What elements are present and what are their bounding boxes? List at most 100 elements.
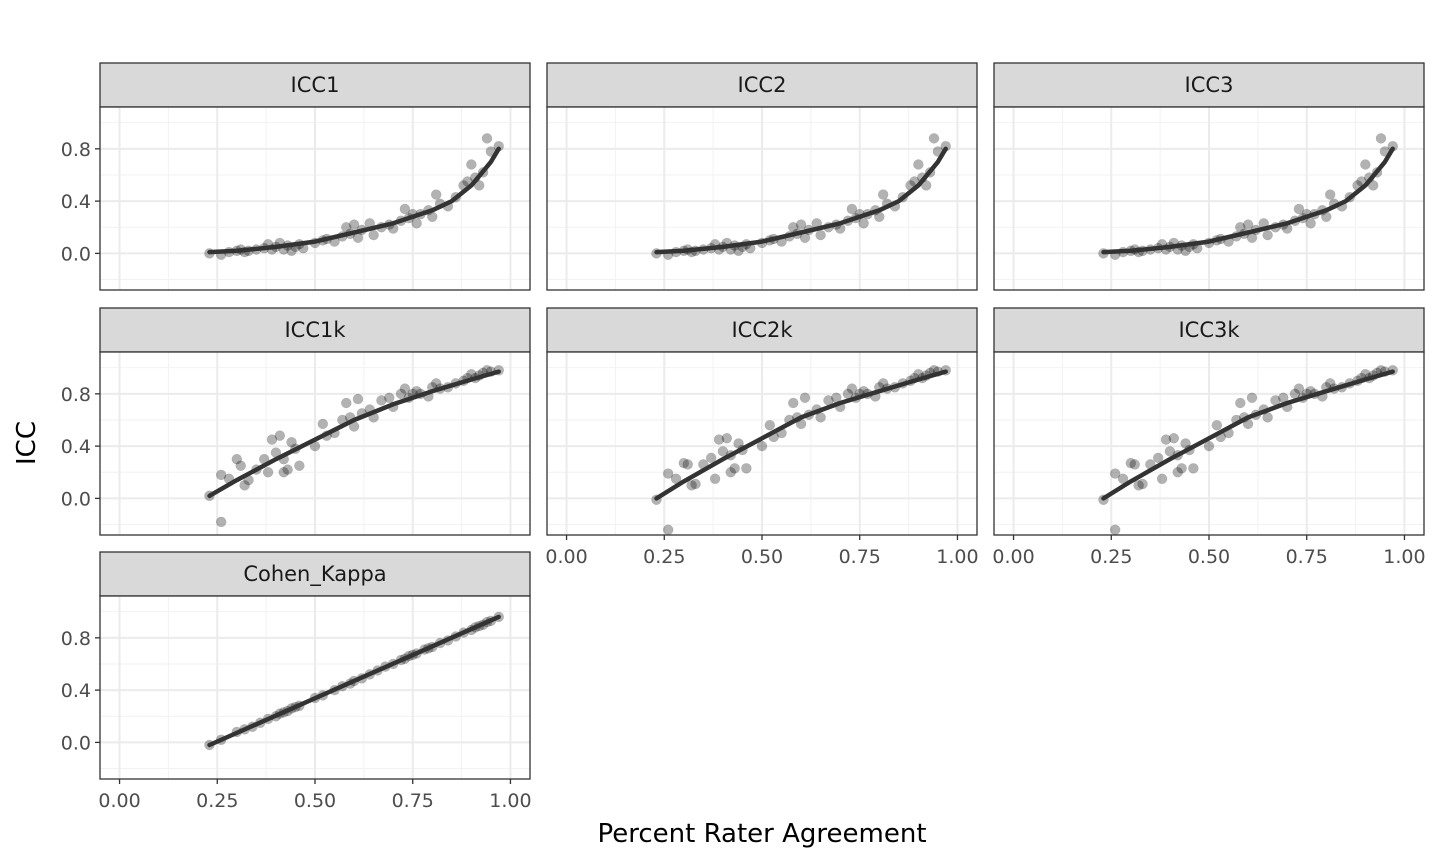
x-tick-label: 0.50 bbox=[741, 546, 783, 568]
panel-icc3k: ICC3k 0.00 0.25 0.50 0.75 1.00 bbox=[992, 307, 1426, 568]
gridlines bbox=[100, 596, 530, 779]
y-axis-title: ICC bbox=[12, 421, 42, 465]
data-point bbox=[231, 453, 243, 465]
data-point bbox=[368, 229, 379, 241]
data-point bbox=[788, 397, 799, 409]
facet-strip-label: Cohen_Kappa bbox=[243, 562, 386, 587]
data-point bbox=[721, 433, 733, 444]
x-tick-label: 0.25 bbox=[1090, 546, 1132, 568]
x-tick-label: 0.50 bbox=[294, 790, 336, 812]
data-point bbox=[1262, 229, 1273, 241]
data-point bbox=[384, 392, 395, 403]
gridlines bbox=[547, 352, 977, 535]
data-point bbox=[1168, 433, 1180, 444]
gridlines bbox=[994, 107, 1424, 290]
data-point bbox=[1242, 219, 1254, 230]
data-point bbox=[690, 478, 701, 490]
data-point bbox=[1172, 467, 1183, 478]
data-point bbox=[713, 434, 725, 445]
data-point bbox=[764, 419, 776, 431]
data-point bbox=[705, 452, 717, 464]
y-tick-label: 0.8 bbox=[61, 628, 91, 650]
y-tick-label: 0.0 bbox=[61, 243, 91, 265]
facet-strip bbox=[99, 551, 531, 597]
data-point bbox=[286, 436, 297, 448]
data-point bbox=[729, 463, 740, 474]
panel-border bbox=[546, 106, 978, 291]
panels-layer: ICC1 0.0 0.4 0.8 ICC2 ICC3 ICC1k 0.0 0.4 0.8 ICC2k… bbox=[61, 62, 1426, 812]
y-tick-label: 0.8 bbox=[61, 384, 91, 406]
data-point bbox=[282, 464, 293, 475]
smooth-line bbox=[207, 369, 501, 499]
x-tick-label: 0.50 bbox=[1188, 546, 1230, 568]
data-point bbox=[399, 383, 411, 394]
panel-icc2: ICC2 bbox=[546, 62, 978, 291]
data-point bbox=[1188, 463, 1199, 474]
data-point bbox=[928, 133, 940, 144]
x-tick-label: 1.00 bbox=[489, 790, 531, 812]
data-point bbox=[1109, 524, 1121, 535]
data-point bbox=[725, 467, 736, 478]
data-point bbox=[1324, 189, 1336, 200]
smooth-line bbox=[1101, 146, 1395, 255]
data-point bbox=[799, 392, 811, 403]
data-point bbox=[348, 219, 360, 230]
data-point bbox=[846, 383, 858, 394]
smooth-line bbox=[654, 369, 948, 501]
data-point bbox=[430, 189, 442, 200]
panel-icc1: ICC1 0.0 0.4 0.8 bbox=[61, 62, 531, 291]
x-tick-label: 0.25 bbox=[196, 790, 238, 812]
smooth-line bbox=[207, 614, 501, 748]
panel-icc1k: ICC1k 0.0 0.4 0.8 bbox=[61, 307, 531, 536]
data-point bbox=[239, 480, 250, 491]
data-point bbox=[1137, 478, 1148, 490]
data-point bbox=[466, 159, 477, 170]
facet-strip-label: ICC1 bbox=[291, 73, 340, 97]
y-tick-label: 0.0 bbox=[61, 732, 91, 754]
data-point bbox=[877, 189, 889, 200]
y-tick-label: 0.4 bbox=[61, 436, 91, 458]
gridlines bbox=[994, 352, 1424, 535]
x-tick-label: 0.25 bbox=[643, 546, 685, 568]
panel-border bbox=[99, 106, 531, 291]
data-point bbox=[341, 397, 352, 409]
data-point bbox=[1109, 468, 1121, 479]
data-point bbox=[411, 218, 422, 229]
data-point bbox=[1203, 440, 1215, 452]
data-point bbox=[1305, 218, 1316, 229]
data-point bbox=[1293, 383, 1305, 394]
facet-strip bbox=[99, 307, 531, 353]
x-tick-label: 0.75 bbox=[839, 546, 881, 568]
data-point bbox=[376, 395, 387, 406]
data-point bbox=[481, 133, 493, 144]
data-point bbox=[709, 473, 721, 485]
data-point bbox=[1164, 446, 1176, 457]
facet-strip-label: ICC2 bbox=[738, 73, 787, 97]
x-tick-label: 0.75 bbox=[392, 790, 434, 812]
data-point bbox=[756, 440, 768, 452]
y-tick-label: 0.0 bbox=[61, 488, 91, 510]
panel-icc2k: ICC2k 0.00 0.25 0.50 0.75 1.00 bbox=[545, 307, 979, 568]
gridlines bbox=[100, 107, 530, 290]
gridlines bbox=[100, 352, 530, 535]
x-tick-label: 0.00 bbox=[545, 546, 587, 568]
x-tick-label: 1.00 bbox=[936, 546, 978, 568]
data-point bbox=[1129, 459, 1140, 470]
y-tick-label: 0.4 bbox=[61, 191, 91, 213]
data-point bbox=[274, 430, 286, 441]
data-point bbox=[215, 469, 227, 481]
facet-strip bbox=[99, 62, 531, 108]
panel-border bbox=[993, 106, 1425, 291]
data-point bbox=[741, 463, 752, 474]
data-point bbox=[317, 418, 329, 430]
gridlines bbox=[547, 107, 977, 290]
data-point bbox=[1360, 159, 1371, 170]
data-point bbox=[662, 468, 674, 479]
data-point bbox=[858, 218, 869, 229]
x-tick-label: 0.75 bbox=[1286, 546, 1328, 568]
x-axis-title: Percent Rater Agreement bbox=[597, 819, 926, 849]
facet-strip bbox=[993, 62, 1425, 108]
smooth-line bbox=[654, 146, 948, 255]
y-tick-label: 0.4 bbox=[61, 680, 91, 702]
data-point bbox=[399, 203, 411, 215]
